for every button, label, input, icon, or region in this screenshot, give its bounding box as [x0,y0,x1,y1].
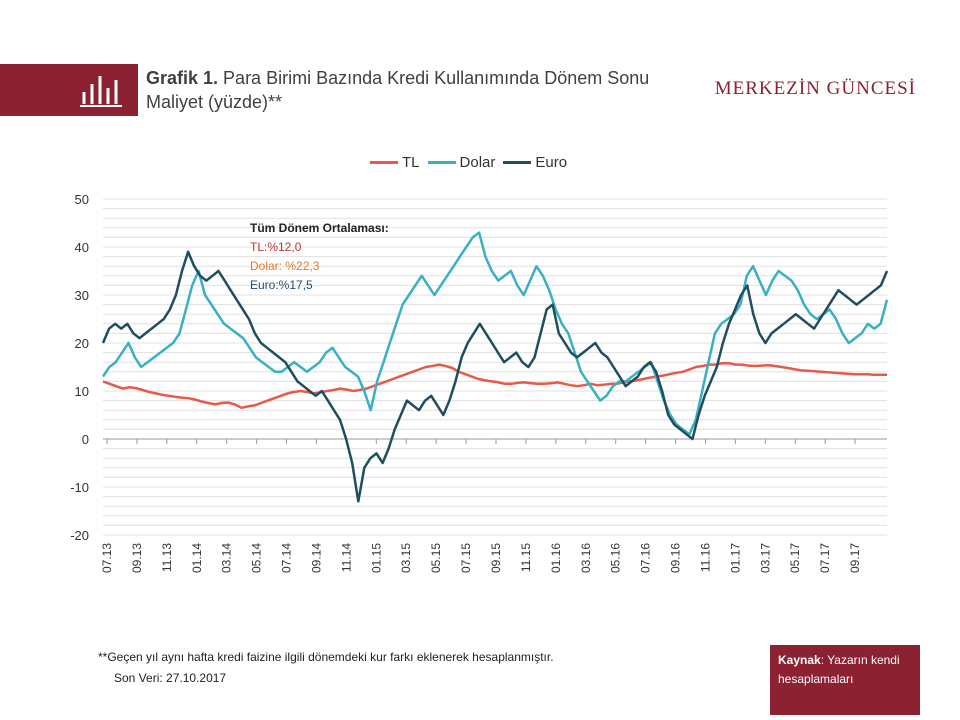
y-tick-label: 50 [75,192,89,207]
x-tick-label: 09.16 [669,543,683,573]
source-box: Kaynak: Yazarın kendi hesaplamaları [770,645,920,715]
title-bold: Grafik 1. [146,68,219,88]
x-tick-label: 05.16 [609,543,623,573]
tl-series-line [102,361,887,410]
dolar-series-line [101,231,889,436]
source-text: : Yazarın kendi hesaplamaları [778,653,900,686]
x-tick-label: 01.17 [728,543,742,573]
y-tick-label: 0 [82,432,89,447]
x-tick-label: 03.14 [220,543,234,573]
brand-name: MERKEZİN GÜNCESİ [714,78,916,99]
annotation-tl: TL:%12,0 [250,240,302,254]
x-tick-label: 07.13 [100,543,114,573]
x-tick-label: 07.15 [459,543,473,573]
legend-swatch-tl [370,160,398,164]
y-tick-label: 30 [75,288,89,303]
x-tick-label: 11.14 [339,543,353,572]
legend-label-euro: Euro [535,153,568,171]
annotation-heading: Tüm Dönem Ortalaması: [250,221,389,235]
euro-series-line [101,250,889,503]
bar-chart-icon [80,76,122,107]
x-tick-label: 11.16 [698,543,712,572]
y-tick-label: 40 [75,240,89,255]
x-tick-label: 03.16 [579,543,593,573]
y-tick-label: 10 [75,384,89,399]
legend-item-dolar: Dolar [427,152,496,172]
last-data-date: Son Veri: 27.10.2017 [114,671,227,685]
x-tick-label: 07.17 [818,543,832,573]
footnote: **Geçen yıl aynı hafta kredi faizine ilg… [98,650,554,664]
x-tick-label: 01.14 [190,543,204,573]
legend-item-tl: TL [370,152,420,172]
legend-swatch-euro [503,160,532,164]
legend-label-tl: TL [402,153,420,171]
x-tick-label: 07.14 [280,543,294,573]
y-tick-label: -20 [70,528,89,543]
x-tick-label: 05.14 [250,543,264,573]
annotation-dolar: Dolar: %22,3 [250,259,320,273]
page-title: Grafik 1. Para Birimi Bazında Kredi Kull… [146,66,666,114]
legend-label-dolar: Dolar [459,153,496,171]
legend-swatch-dolar [427,160,456,164]
x-tick-label: 09.17 [848,543,862,573]
source-label: Kaynak [778,653,821,667]
x-tick-label: 03.17 [758,543,772,573]
legend-item-euro: Euro [503,152,567,172]
x-tick-label: 05.15 [429,543,443,573]
x-tick-label: 01.16 [549,543,563,573]
x-tick-label: 11.13 [160,543,174,572]
x-tick-label: 09.15 [489,543,503,573]
x-tick-label: 09.14 [309,543,323,573]
x-tick-label: 03.15 [399,543,413,573]
x-tick-label: 11.15 [519,543,533,572]
x-tick-label: 09.13 [130,543,144,573]
x-tick-label: 01.15 [369,543,383,573]
title-rest: Para Birimi Bazında Kredi Kullanımında D… [146,68,650,112]
x-tick-label: 05.17 [788,543,802,573]
annotation-euro: Euro:%17,5 [250,278,313,292]
y-tick-label: 20 [75,336,89,351]
x-tick-label: 07.16 [639,543,653,573]
average-annotation: Tüm Dönem Ortalaması: TL:%12,0 Dolar: %2… [250,219,389,295]
y-tick-label: -10 [70,480,89,495]
chart-legend: TL Dolar Euro [370,152,575,172]
